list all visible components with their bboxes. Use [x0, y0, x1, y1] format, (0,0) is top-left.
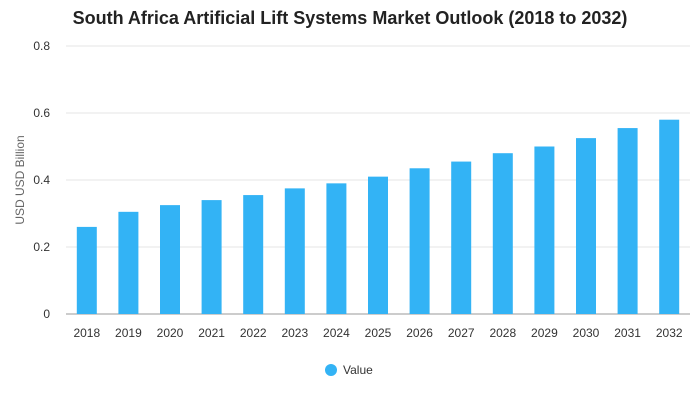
x-tick-label: 2026	[406, 326, 433, 340]
legend-swatch[interactable]	[325, 364, 337, 376]
x-tick-label: 2023	[281, 326, 308, 340]
x-tick-label: 2022	[240, 326, 267, 340]
bar-2031[interactable]	[617, 128, 638, 314]
y-axis: 0 0.2 0.4 0.6 0.8	[33, 39, 50, 321]
x-tick-label: 2032	[656, 326, 683, 340]
bar-2018[interactable]	[76, 226, 97, 314]
x-tick-label: 2030	[573, 326, 600, 340]
bar-2021[interactable]	[201, 200, 222, 314]
legend[interactable]: Value	[325, 363, 373, 377]
bar-2025[interactable]	[368, 176, 388, 314]
x-tick-label: 2018	[73, 326, 100, 340]
y-tick-label: 0.6	[33, 106, 50, 120]
bar-2022[interactable]	[243, 195, 264, 314]
x-tick-label: 2024	[323, 326, 350, 340]
y-tick-label: 0	[43, 307, 50, 321]
y-axis-title: USD USD Billion	[13, 135, 27, 224]
chart-title: South Africa Artificial Lift Systems Mar…	[72, 8, 628, 28]
x-tick-label: 2031	[614, 326, 641, 340]
x-tick-label: 2028	[489, 326, 516, 340]
y-tick-label: 0.4	[33, 173, 50, 187]
bar-2020[interactable]	[160, 205, 180, 314]
x-tick-label: 2027	[448, 326, 475, 340]
x-tick-label: 2025	[365, 326, 392, 340]
bar-2028[interactable]	[492, 153, 513, 314]
x-tick-label: 2021	[198, 326, 225, 340]
legend-label[interactable]: Value	[343, 363, 373, 377]
bar-2032[interactable]	[659, 119, 680, 314]
bar-2030[interactable]	[576, 138, 596, 314]
y-tick-label: 0.8	[33, 39, 50, 53]
x-tick-label: 2029	[531, 326, 558, 340]
bar-2026[interactable]	[409, 168, 430, 314]
bar-2019[interactable]	[118, 211, 139, 314]
bar-2024[interactable]	[326, 183, 347, 314]
bar-2023[interactable]	[284, 188, 305, 314]
x-tick-label: 2019	[115, 326, 142, 340]
x-tick-label: 2020	[157, 326, 184, 340]
y-tick-label: 0.2	[33, 240, 50, 254]
bar-2029[interactable]	[534, 146, 555, 315]
x-axis: 2018 2019 2020 2021 2022 2023 2024 2025 2026 2027…	[73, 326, 682, 340]
bar-2027[interactable]	[451, 161, 472, 314]
bars	[76, 119, 680, 315]
